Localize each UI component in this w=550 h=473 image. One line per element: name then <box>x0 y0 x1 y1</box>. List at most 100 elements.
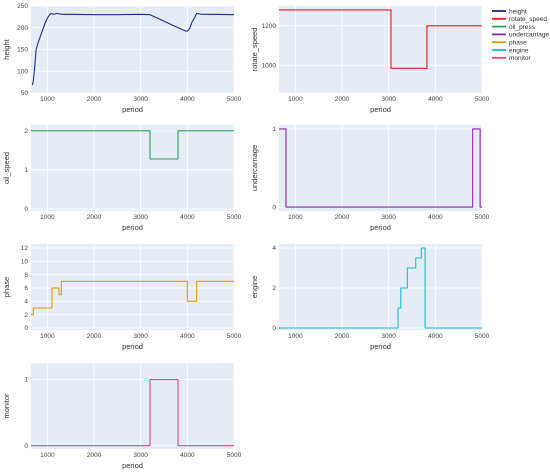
x-tick-label: 1000 <box>288 96 303 103</box>
x-tick-label: 1000 <box>40 96 55 103</box>
y-tick-label: 0 <box>272 325 276 332</box>
y-axis-title: engine <box>250 276 259 299</box>
x-tick-label: 3000 <box>133 452 148 459</box>
y-tick-label: 200 <box>17 25 28 32</box>
y-tick-label: 1 <box>24 377 28 384</box>
x-tick-label: 1000 <box>40 452 55 459</box>
x-axis-title: period <box>122 223 143 232</box>
x-tick-label: 5000 <box>227 96 242 103</box>
legend[interactable]: heightrotate_speedoil_pressundercarriage… <box>492 8 549 62</box>
series-line-undercarriage <box>279 128 482 208</box>
y-tick-label: 1000 <box>262 63 277 70</box>
x-tick-label: 4000 <box>180 333 195 340</box>
y-axis-title: monitor <box>2 393 11 419</box>
x-tick-label: 4000 <box>428 96 443 103</box>
legend-label: rotate_speed <box>509 16 547 23</box>
x-axis-title: period <box>370 223 391 232</box>
legend-item-height[interactable]: height <box>492 8 527 15</box>
x-tick-label: 3000 <box>381 214 396 221</box>
y-tick-label: 100 <box>17 68 28 75</box>
y-tick-label: 0 <box>24 325 28 332</box>
plot-background <box>31 125 234 211</box>
y-tick-label: 1 <box>272 126 276 133</box>
x-tick-label: 2000 <box>87 333 102 340</box>
y-tick-label: 0 <box>272 204 276 211</box>
x-tick-label: 2000 <box>335 214 350 221</box>
y-tick-label: 250 <box>17 3 28 10</box>
x-tick-label: 3000 <box>133 333 148 340</box>
legend-item-rotate_speed[interactable]: rotate_speed <box>492 16 547 23</box>
x-tick-label: 4000 <box>428 214 443 221</box>
legend-label: engine <box>509 47 529 54</box>
y-tick-label: 50 <box>21 90 29 97</box>
x-axis-title: period <box>370 105 391 114</box>
x-tick-label: 5000 <box>475 333 490 340</box>
plot-background <box>279 6 482 93</box>
y-tick-label: 2 <box>272 285 276 292</box>
y-tick-label: 10 <box>21 259 29 266</box>
y-tick-label: 2 <box>24 312 28 319</box>
subplot-rotate_speed: 1000 2000 3000 4000 5000 1000 1200 period rotate… <box>250 6 490 114</box>
x-axis-title: period <box>370 342 391 351</box>
x-tick-label: 1000 <box>288 333 303 340</box>
plot-background <box>31 244 234 330</box>
plot-background <box>279 244 482 330</box>
y-axis-title: height <box>2 38 11 59</box>
series-line-engine <box>279 247 482 329</box>
y-tick-label: 150 <box>17 47 28 54</box>
x-tick-label: 5000 <box>227 452 242 459</box>
plot-background <box>279 125 482 211</box>
x-tick-label: 1000 <box>40 333 55 340</box>
subplot-phase: 1000 2000 3000 4000 5000 0 2 4 6 8 10 12 period phase <box>2 244 242 351</box>
y-tick-label: 0 <box>24 206 28 213</box>
series-line-rotate_speed <box>279 9 482 69</box>
y-axis-title: undercarriage <box>250 145 259 191</box>
y-tick-label: 1200 <box>262 23 277 30</box>
legend-item-engine[interactable]: engine <box>492 47 529 54</box>
x-tick-label: 5000 <box>475 96 490 103</box>
x-tick-label: 2000 <box>335 96 350 103</box>
subplot-monitor: 1000 2000 3000 4000 5000 0 1 period monitor <box>2 363 242 470</box>
x-tick-label: 4000 <box>428 333 443 340</box>
x-tick-label: 2000 <box>87 214 102 221</box>
y-tick-label: 12 <box>21 245 29 252</box>
series-line-phase <box>31 280 234 316</box>
x-tick-label: 4000 <box>180 96 195 103</box>
legend-label: height <box>509 8 527 15</box>
y-axis-title: rotate_speed <box>250 28 259 72</box>
legend-label: undercarriage <box>509 32 549 39</box>
x-tick-label: 3000 <box>133 96 148 103</box>
x-tick-label: 4000 <box>180 452 195 459</box>
legend-item-undercarriage[interactable]: undercarriage <box>492 32 549 39</box>
subplot-undercarriage: 1000 2000 3000 4000 5000 0 1 period undercarriag… <box>250 125 490 232</box>
series-line-oil_press <box>31 130 234 160</box>
x-tick-label: 2000 <box>87 96 102 103</box>
y-tick-label: 4 <box>24 299 28 306</box>
legend-item-monitor[interactable]: monitor <box>492 55 532 62</box>
series-line-monitor <box>31 378 234 447</box>
legend-item-phase[interactable]: phase <box>492 40 527 47</box>
y-axis-title: oil_speed <box>2 152 11 184</box>
x-tick-label: 5000 <box>227 333 242 340</box>
legend-item-oil_press[interactable]: oil_press <box>492 24 536 31</box>
x-tick-label: 3000 <box>381 96 396 103</box>
x-tick-label: 5000 <box>227 214 242 221</box>
series-line-height <box>31 12 235 86</box>
x-tick-label: 1000 <box>40 214 55 221</box>
legend-label: phase <box>509 40 527 47</box>
x-tick-label: 2000 <box>87 452 102 459</box>
y-tick-label: 4 <box>272 245 276 252</box>
plot-background <box>31 363 234 449</box>
x-tick-label: 1000 <box>288 214 303 221</box>
x-tick-label: 3000 <box>381 333 396 340</box>
x-axis-title: period <box>122 105 143 114</box>
x-tick-label: 2000 <box>335 333 350 340</box>
x-tick-label: 4000 <box>180 214 195 221</box>
legend-label: oil_press <box>509 24 536 31</box>
y-tick-label: 6 <box>24 285 28 292</box>
y-axis-title: phase <box>2 277 11 297</box>
x-tick-label: 5000 <box>475 214 490 221</box>
subplot-height: 1000 2000 3000 4000 5000 50 100 150 200 250 period… <box>2 3 242 114</box>
subplot-oil_speed: 1000 2000 3000 4000 5000 0 1 2 period oil_speed <box>2 125 242 232</box>
x-axis-title: period <box>122 342 143 351</box>
